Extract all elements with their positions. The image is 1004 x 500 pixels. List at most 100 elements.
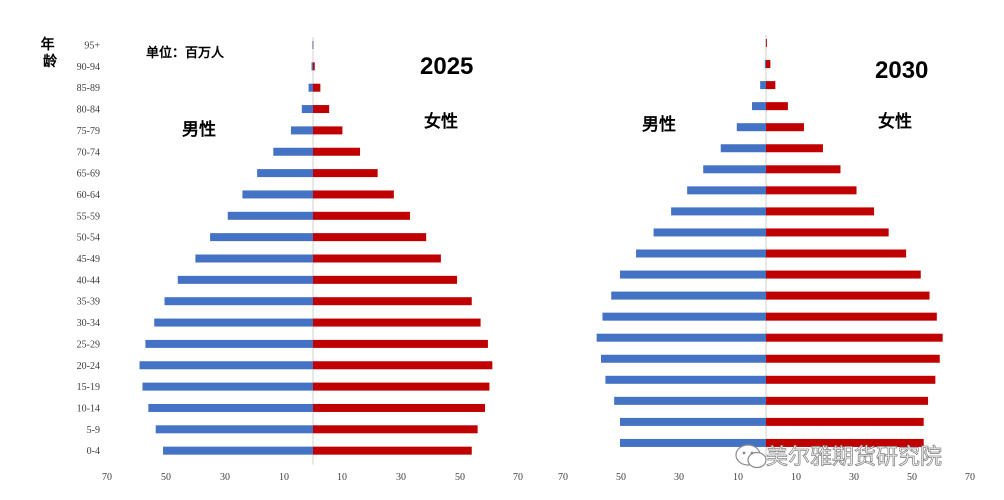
x-tick-label: 10 xyxy=(337,472,347,483)
bar-female-35-39 xyxy=(766,291,930,300)
watermark: 美尔雅期货研究院 xyxy=(735,444,942,470)
bar-male-15-19 xyxy=(605,375,766,384)
bar-male-45-49 xyxy=(636,249,766,258)
age-tick-label: 50-54 xyxy=(77,233,100,244)
bar-female-35-39 xyxy=(313,297,472,306)
bar-male-45-49 xyxy=(195,254,313,263)
x-tick-label: 70 xyxy=(102,472,112,483)
bar-male-20-24 xyxy=(139,361,313,370)
bar-female-70-74 xyxy=(313,147,361,156)
bar-female-50-54 xyxy=(313,233,427,242)
bar-female-20-24 xyxy=(313,361,493,370)
bar-male-30-34 xyxy=(154,318,313,327)
bar-male-20-24 xyxy=(601,354,766,363)
bar-female-40-44 xyxy=(313,275,458,284)
bar-female-55-59 xyxy=(313,211,411,220)
bar-male-60-64 xyxy=(687,186,766,195)
bar-male-55-59 xyxy=(227,211,313,220)
x-tick-label: 10 xyxy=(279,472,289,483)
bar-male-95+ xyxy=(312,41,313,49)
bar-male-50-54 xyxy=(653,228,766,237)
bar-female-5-9 xyxy=(766,417,924,426)
male-label-2030: 男性 xyxy=(642,114,676,135)
age-tick-label: 95+ xyxy=(84,41,100,52)
unit-label: 单位：百万人 xyxy=(146,45,225,61)
age-tick-label: 20-24 xyxy=(77,361,100,372)
bar-female-5-9 xyxy=(313,425,478,434)
bar-female-45-49 xyxy=(766,249,907,258)
bar-male-90-94 xyxy=(311,62,313,71)
female-label-2025: 女性 xyxy=(424,111,458,132)
age-tick-label: 25-29 xyxy=(77,339,100,350)
bar-female-50-54 xyxy=(766,228,889,237)
bar-female-40-44 xyxy=(766,270,921,279)
bar-female-30-34 xyxy=(766,312,937,321)
age-tick-label: 40-44 xyxy=(77,275,100,286)
bar-male-35-39 xyxy=(611,291,766,300)
x-tick-label: 10 xyxy=(791,472,801,483)
x-tick-label: 50 xyxy=(907,472,917,483)
bar-male-60-64 xyxy=(242,190,313,199)
bar-female-15-19 xyxy=(766,375,936,384)
age-tick-label: 45-49 xyxy=(77,254,100,265)
bar-male-50-54 xyxy=(210,233,313,242)
bar-female-85-89 xyxy=(313,83,321,92)
bar-female-25-29 xyxy=(313,339,488,348)
bar-male-25-29 xyxy=(145,339,313,348)
bar-female-65-69 xyxy=(313,169,378,178)
bar-male-80-84 xyxy=(751,102,766,111)
wechat-icon xyxy=(735,444,767,469)
x-tick-label: 50 xyxy=(161,472,171,483)
x-tick-label: 30 xyxy=(220,472,230,483)
x-tick-label: 50 xyxy=(455,472,465,483)
age-tick-label: 60-64 xyxy=(77,190,100,201)
watermark-text: 美尔雅期货研究院 xyxy=(766,445,942,470)
bar-male-75-79 xyxy=(736,123,766,132)
bar-female-15-19 xyxy=(313,382,490,391)
bar-female-80-84 xyxy=(766,102,788,111)
age-tick-label: 90-94 xyxy=(77,62,100,73)
bar-male-5-9 xyxy=(155,425,313,434)
age-tick-label: 70-74 xyxy=(77,147,100,158)
age-tick-label: 0-4 xyxy=(87,446,100,457)
x-tick-label: 70 xyxy=(558,472,568,483)
bar-female-75-79 xyxy=(313,126,343,135)
bar-male-65-69 xyxy=(703,165,766,174)
title-2030: 2030 xyxy=(875,57,928,84)
bar-female-60-64 xyxy=(313,190,394,199)
bar-female-55-59 xyxy=(766,207,875,216)
bar-male-10-14 xyxy=(148,403,313,412)
bar-male-25-29 xyxy=(596,333,766,342)
bar-male-35-39 xyxy=(164,297,313,306)
bar-female-75-79 xyxy=(766,123,804,132)
age-tick-label: 35-39 xyxy=(77,297,100,308)
bar-male-65-69 xyxy=(257,169,313,178)
bar-female-30-34 xyxy=(313,318,481,327)
bar-female-90-94 xyxy=(766,60,771,69)
title-2025: 2025 xyxy=(420,53,473,80)
bar-female-10-14 xyxy=(313,403,485,412)
female-label-2030: 女性 xyxy=(878,111,912,132)
age-tick-label: 5-9 xyxy=(87,425,100,436)
bar-male-55-59 xyxy=(671,207,766,216)
bar-male-0-4 xyxy=(620,438,766,447)
age-tick-label: 75-79 xyxy=(77,126,100,137)
bar-female-95+ xyxy=(766,39,767,47)
bar-male-5-9 xyxy=(620,417,766,426)
bar-female-80-84 xyxy=(313,105,330,114)
age-tick-label: 55-59 xyxy=(77,211,100,222)
bar-male-0-4 xyxy=(163,446,313,455)
bar-female-0-4 xyxy=(313,446,472,455)
pyramid-2030: 70 50 30 10 10 30 50 70 xyxy=(558,35,975,483)
bar-male-30-34 xyxy=(602,312,766,321)
age-tick-label: 80-84 xyxy=(77,105,100,116)
bar-male-10-14 xyxy=(614,396,766,405)
pyramid-2025: 95+ 90-94 85-89 80-84 75-79 70-74 65-69 60-64 55… xyxy=(77,37,523,483)
age-axis-label: 年 龄 xyxy=(41,36,60,70)
bar-male-70-74 xyxy=(720,144,766,153)
bar-female-70-74 xyxy=(766,144,823,153)
bar-female-60-64 xyxy=(766,186,857,195)
age-tick-label: 10-14 xyxy=(77,403,100,414)
bar-male-75-79 xyxy=(290,126,313,135)
